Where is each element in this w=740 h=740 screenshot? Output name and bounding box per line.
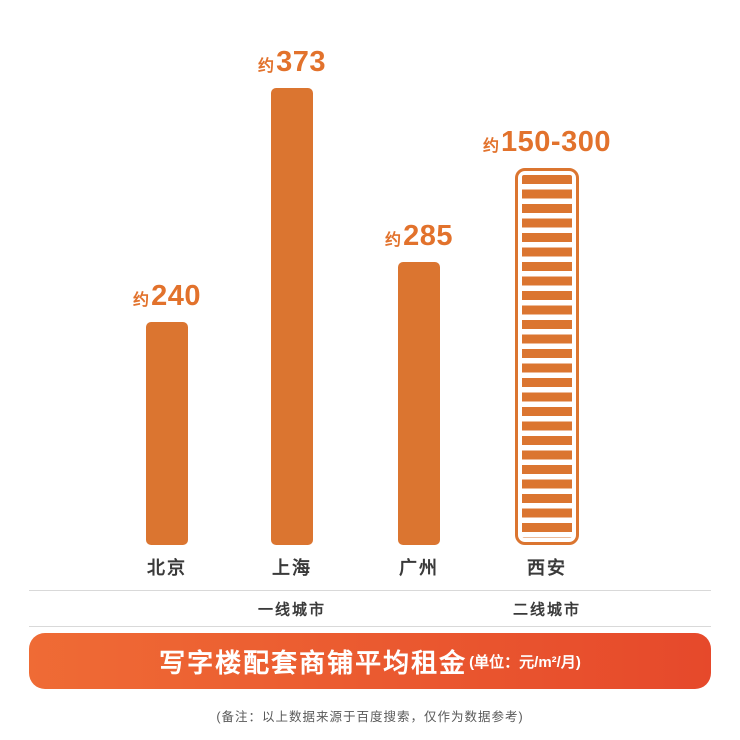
bar-group-beijing: 约 240 北京 [97,45,237,580]
tier-label-first: 一线城市 [257,601,327,618]
bar-chart: 约 240 北京 约 373 上海 约 285 广州 约 150-300 [29,45,711,580]
bar-beijing [146,322,188,545]
bar-shanghai [271,88,313,545]
city-label-shanghai: 上海 [272,558,312,578]
approx-prefix: 约 [385,232,402,249]
value-label-xian: 约 150-300 [483,126,611,159]
value-label-guangzhou: 约 285 [385,220,453,253]
value-number: 373 [276,46,326,78]
approx-prefix: 约 [133,292,150,309]
city-label-guangzhou: 广州 [399,558,439,578]
value-number: 150-300 [501,126,611,158]
bar-group-shanghai: 约 373 上海 [222,45,362,580]
unit-label: (单位：元/m²/月) [469,653,581,671]
title-banner: 写字楼配套商铺平均租金 (单位：元/m²/月) [29,633,711,689]
stripe-pattern [522,175,572,538]
city-label-xian: 西安 [527,558,567,578]
city-label-beijing: 北京 [147,558,187,578]
bar-group-xian: 约 150-300 西安 [477,45,617,580]
value-label-shanghai: 约 373 [258,46,326,79]
approx-prefix: 约 [483,138,500,155]
tier-band: 一线城市 二线城市 [29,590,711,627]
value-label-beijing: 约 240 [133,280,201,313]
bar-xian-striped [515,168,579,545]
chart-title: 写字楼配套商铺平均租金 [159,647,468,678]
bar-guangzhou [398,262,440,545]
value-number: 240 [151,280,201,312]
bar-group-guangzhou: 约 285 广州 [349,45,489,580]
approx-prefix: 约 [258,58,275,75]
tier-label-second: 二线城市 [512,601,582,618]
footnote: (备注：以上数据来源于百度搜索，仅作为数据参考) [216,710,524,724]
value-number: 285 [403,220,453,252]
